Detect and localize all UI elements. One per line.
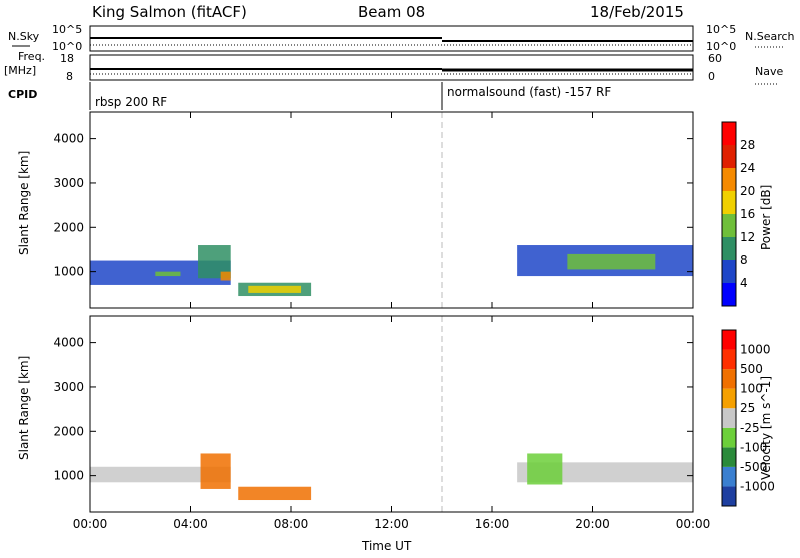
power-colorbar-segment-6	[722, 145, 736, 168]
velocity-panel-frame	[89, 315, 694, 513]
power-panel: 1000 2000 3000 4000 Slant Range [km] 4 8 12 16…	[17, 111, 773, 309]
nave-label: Nave	[755, 65, 783, 78]
power-echo-region-7	[567, 253, 656, 270]
velocity-ytick-label-1: 2000	[53, 424, 84, 438]
velocity-colorbar-segment-0	[722, 486, 736, 506]
power-colorbar-tick-0: 4	[740, 276, 748, 290]
power-colorbar-segment-4	[722, 191, 736, 214]
velocity-echo-region-0	[90, 466, 231, 483]
x-axis-label: Time UT	[361, 539, 412, 553]
power-colorbar-tick-5: 24	[740, 161, 755, 175]
velocity-colorbar-segment-2	[722, 447, 736, 467]
velocity-colorbar-segment-6	[722, 369, 736, 389]
velocity-colorbar-segment-3	[722, 427, 736, 448]
velocity-ytick-label-3: 4000	[53, 336, 84, 350]
power-colorbar-segment-5	[722, 168, 736, 191]
power-colorbar-segment-3	[722, 214, 736, 237]
station-title: King Salmon (fitACF)	[92, 3, 247, 21]
velocity-ylabel: Slant Range [km]	[17, 356, 31, 460]
nave-axis-bottom: 0	[708, 70, 715, 83]
power-echo-region-3	[220, 271, 231, 281]
nsearch-axis-top: 10^5	[706, 23, 736, 36]
nsky-axis-top: 10^5	[52, 23, 82, 36]
power-colorbar-segment-1	[722, 260, 736, 283]
velocity-echo-layer	[90, 453, 693, 501]
velocity-colorbar-tick-1: 500	[740, 362, 763, 376]
nsearch-label: N.Search	[745, 30, 795, 43]
velocity-colorbar-tick-6: -500	[740, 460, 767, 474]
xtick-label-6: 00:00	[676, 517, 711, 531]
power-colorbar-segment-0	[722, 283, 736, 306]
power-ytick-label-0: 1000	[53, 265, 84, 279]
velocity-colorbar-tick-0: 1000	[740, 343, 771, 357]
nsky-strip: N.Sky 10^5 10^0 10^5 10^0 N.Search	[8, 23, 795, 53]
velocity-x-axis: 00:00 04:00 08:00 12:00 16:00 20:00 00:00	[73, 316, 711, 531]
power-echo-layer	[90, 245, 693, 297]
xtick-label-3: 12:00	[374, 517, 409, 531]
velocity-colorbar-segment-4	[722, 408, 736, 428]
xtick-label-2: 08:00	[274, 517, 309, 531]
velocity-colorbar-segment-5	[722, 388, 736, 409]
freq-axis-bottom: 8	[66, 70, 73, 83]
power-colorbar-frame	[721, 121, 737, 307]
nsearch-axis-bottom: 10^0	[706, 40, 736, 53]
power-ylabel: Slant Range [km]	[17, 151, 31, 255]
date-title: 18/Feb/2015	[590, 3, 684, 21]
power-colorbar-tick-6: 28	[740, 138, 755, 152]
xtick-label-0: 00:00	[73, 517, 108, 531]
power-colorbar-tick-3: 16	[740, 207, 755, 221]
freq-strip: Freq. [MHz] 18 8 60 0 Nave	[4, 50, 783, 85]
freq-unit-label: [MHz]	[4, 64, 36, 77]
power-echo-region-1	[155, 271, 181, 277]
cpid-segment-2: normalsound (fast) -157 RF	[447, 85, 611, 99]
velocity-colorbar-segment-1	[722, 466, 736, 487]
velocity-echo-region-2	[238, 486, 312, 501]
xtick-label-5: 20:00	[575, 517, 610, 531]
power-ytick-label-3: 4000	[53, 132, 84, 146]
velocity-ytick-label-2: 3000	[53, 380, 84, 394]
velocity-colorbar-tick-7: -1000	[740, 479, 775, 493]
velocity-y-axis: 1000 2000 3000 4000	[53, 336, 693, 483]
velocity-colorbar-tick-2: 100	[740, 382, 763, 396]
velocity-ytick-label-0: 1000	[53, 469, 84, 483]
nsky-axis-bottom: 10^0	[52, 40, 82, 53]
cpid-label: CPID	[8, 88, 37, 101]
xtick-label-1: 04:00	[173, 517, 208, 531]
power-colorbar-tick-2: 12	[740, 230, 755, 244]
velocity-colorbar-label: Velocity [m s^-1]	[759, 376, 773, 480]
power-echo-region-5	[248, 285, 302, 293]
cpid-row: CPID rbsp 200 RF normalsound (fast) -157…	[8, 82, 611, 110]
power-ytick-label-2: 3000	[53, 176, 84, 190]
power-colorbar-tick-1: 8	[740, 253, 748, 267]
power-x-axis	[89, 112, 694, 308]
velocity-colorbar-frame	[721, 329, 737, 507]
power-y-axis: 1000 2000 3000 4000	[53, 132, 693, 279]
velocity-panel: 1000 2000 3000 4000 00:00 04:00 08:00 12:00 16:…	[17, 315, 775, 531]
velocity-echo-region-1	[200, 453, 231, 489]
nsky-label: N.Sky	[8, 30, 40, 43]
power-colorbar-tick-4: 20	[740, 184, 755, 198]
power-colorbar: 4 8 12 16 20 24 28	[721, 121, 755, 307]
velocity-colorbar-segment-8	[722, 330, 736, 350]
velocity-colorbar-tick-3: 25	[740, 401, 755, 415]
freq-label: Freq.	[18, 50, 45, 63]
power-colorbar-segment-7	[722, 122, 736, 145]
velocity-colorbar-tick-4: -25	[740, 421, 760, 435]
xtick-label-4: 16:00	[475, 517, 510, 531]
velocity-echo-region-4	[527, 453, 563, 485]
cpid-segment-1: rbsp 200 RF	[95, 95, 167, 109]
power-colorbar-label: Power [dB]	[759, 185, 773, 250]
velocity-colorbar-tick-5: -100	[740, 440, 767, 454]
beam-title: Beam 08	[358, 3, 425, 21]
freq-axis-top: 18	[60, 52, 74, 65]
velocity-colorbar: 1000 500 100 25 -25 -100 -500 -1000	[721, 329, 775, 507]
velocity-colorbar-segment-7	[722, 349, 736, 370]
power-ytick-label-1: 2000	[53, 220, 84, 234]
freq-strip-frame	[89, 54, 694, 81]
nave-axis-top: 60	[708, 52, 722, 65]
power-colorbar-segment-2	[722, 237, 736, 260]
